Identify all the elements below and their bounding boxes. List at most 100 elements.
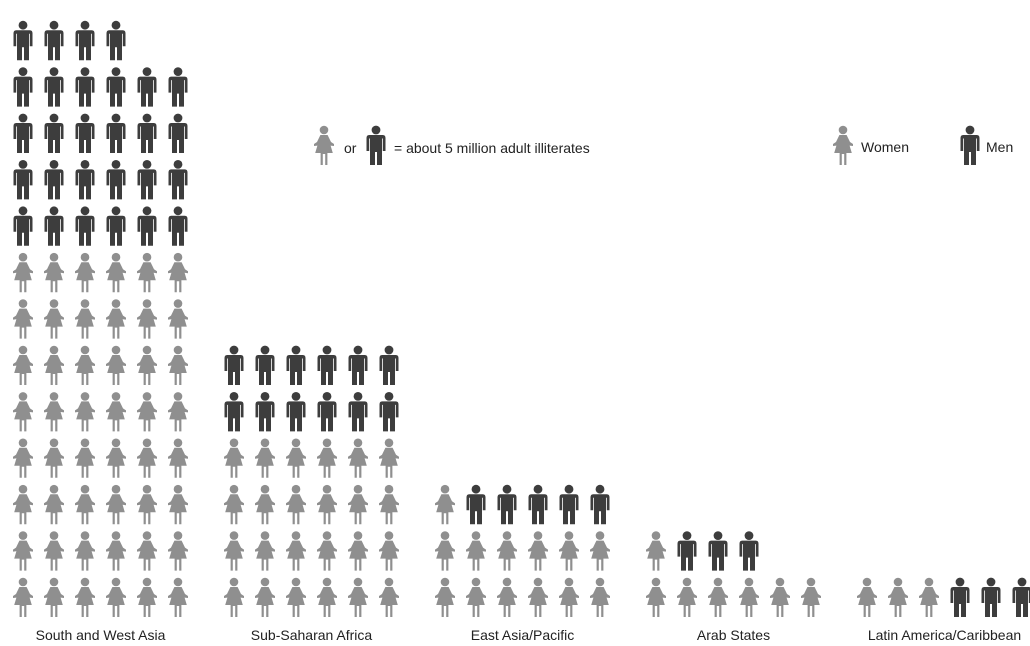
region-group: Latin America/Caribbean <box>857 577 1030 643</box>
woman-icon <box>44 577 64 617</box>
man-icon <box>75 113 95 153</box>
woman-icon <box>379 577 399 617</box>
legend-man-icon <box>960 125 980 165</box>
woman-icon <box>224 438 244 478</box>
man-icon <box>379 345 399 385</box>
woman-icon <box>137 345 157 385</box>
man-icon <box>13 206 33 246</box>
man-icon <box>44 113 64 153</box>
woman-icon <box>348 577 368 617</box>
woman-icon <box>255 438 275 478</box>
man-icon <box>44 20 64 61</box>
man-icon <box>75 206 95 246</box>
man-icon <box>106 67 126 107</box>
man-icon <box>137 67 157 107</box>
woman-icon <box>497 577 517 617</box>
man-icon <box>981 577 1001 617</box>
woman-icon <box>590 577 610 617</box>
woman-icon <box>106 392 126 432</box>
woman-icon <box>857 577 877 617</box>
woman-icon <box>75 392 95 432</box>
woman-icon <box>44 252 64 293</box>
legend-men-label: Men <box>986 139 1013 155</box>
man-icon <box>677 531 697 571</box>
woman-icon <box>919 577 939 617</box>
category-label: Sub-Saharan Africa <box>251 627 373 643</box>
woman-icon <box>317 438 337 478</box>
woman-icon <box>75 345 95 385</box>
man-icon <box>379 392 399 432</box>
woman-icon <box>75 438 95 478</box>
region-group: Sub-Saharan Africa <box>224 345 399 643</box>
woman-icon <box>75 252 95 293</box>
man-icon <box>1012 577 1030 617</box>
woman-icon <box>13 438 33 478</box>
woman-icon <box>286 484 306 525</box>
woman-icon <box>13 577 33 617</box>
woman-icon <box>106 577 126 617</box>
man-icon <box>528 484 548 525</box>
woman-icon <box>559 577 579 617</box>
woman-icon <box>13 252 33 293</box>
man-icon <box>255 392 275 432</box>
woman-icon <box>44 531 64 571</box>
man-icon <box>317 345 337 385</box>
man-icon <box>106 20 126 61</box>
legend: or = about 5 million adult illiterates W… <box>314 125 1013 165</box>
woman-icon <box>255 577 275 617</box>
woman-icon <box>106 252 126 293</box>
man-icon <box>497 484 517 525</box>
man-icon <box>348 392 368 432</box>
woman-icon <box>286 531 306 571</box>
woman-icon <box>75 484 95 525</box>
woman-icon <box>286 577 306 617</box>
woman-icon <box>255 484 275 525</box>
woman-icon <box>44 392 64 432</box>
man-icon <box>106 206 126 246</box>
woman-icon <box>224 577 244 617</box>
man-icon <box>168 67 188 107</box>
man-icon <box>559 484 579 525</box>
woman-icon <box>75 531 95 571</box>
region-group: Arab States <box>646 531 821 643</box>
woman-icon <box>677 577 697 617</box>
woman-icon <box>168 252 188 293</box>
woman-icon <box>137 577 157 617</box>
man-icon <box>44 67 64 107</box>
woman-icon <box>466 577 486 617</box>
woman-icon <box>168 438 188 478</box>
woman-icon <box>106 531 126 571</box>
man-icon <box>255 345 275 385</box>
man-icon <box>590 484 610 525</box>
man-icon <box>106 113 126 153</box>
woman-icon <box>224 484 244 525</box>
woman-icon <box>106 345 126 385</box>
woman-icon <box>770 577 790 617</box>
woman-icon <box>801 577 821 617</box>
man-icon <box>708 531 728 571</box>
woman-icon <box>168 484 188 525</box>
woman-icon <box>13 484 33 525</box>
man-icon <box>466 484 486 525</box>
woman-icon <box>137 438 157 478</box>
woman-icon <box>168 299 188 339</box>
woman-icon <box>646 577 666 617</box>
woman-icon <box>466 531 486 571</box>
woman-icon <box>317 531 337 571</box>
woman-icon <box>137 299 157 339</box>
woman-icon <box>435 484 455 525</box>
woman-icon <box>44 484 64 525</box>
woman-icon <box>379 438 399 478</box>
woman-icon <box>75 577 95 617</box>
woman-icon <box>435 531 455 571</box>
woman-icon <box>13 392 33 432</box>
unit-woman-icon <box>314 125 334 165</box>
legend-women-label: Women <box>861 139 909 155</box>
region-group: East Asia/Pacific <box>435 484 610 643</box>
woman-icon <box>224 531 244 571</box>
woman-icon <box>528 531 548 571</box>
man-icon <box>44 206 64 246</box>
woman-icon <box>317 484 337 525</box>
man-icon <box>168 206 188 246</box>
woman-icon <box>13 299 33 339</box>
